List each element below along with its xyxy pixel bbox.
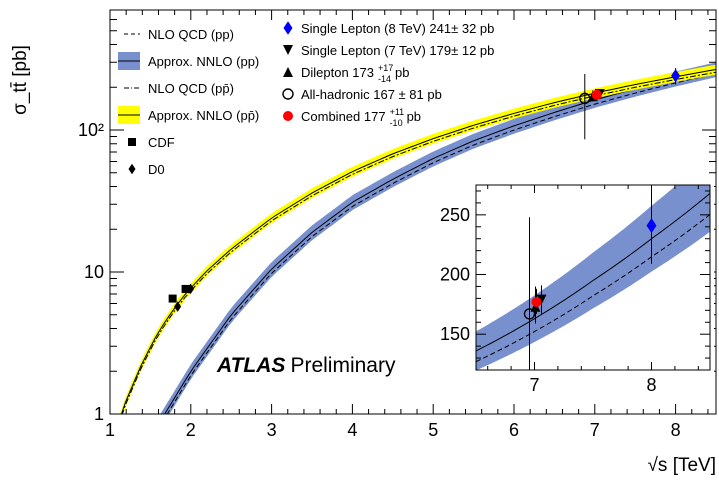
main-frame	[109, 9, 717, 415]
legend-unc-up: +11	[390, 107, 405, 117]
legend-marker	[128, 138, 136, 146]
nlo-ppbar-dashdot-line	[121, 71, 716, 414]
legend-theory: NLO QCD (pp) Approx. NNLO (pp) NLO QCD (pp…	[118, 27, 259, 177]
legend-unit: pb	[407, 109, 421, 124]
inset-frame	[475, 184, 711, 371]
inset-x-tick-label: 7	[529, 375, 539, 395]
legend-unc-down: -14	[378, 74, 391, 84]
legend-left-label: Approx. NNLO (pp)	[148, 54, 259, 69]
inset-single-lepton-7-tev-point	[536, 294, 547, 305]
single-lepton-8-tev-point	[671, 69, 681, 83]
legend-right-label: Single Lepton (8 TeV) 241± 32 pb	[301, 21, 494, 36]
legend-right-label: Dilepton 173	[301, 65, 374, 80]
inset-nlo-line	[476, 214, 710, 363]
inset-central-line	[476, 192, 710, 352]
nnlo-ppbar-band	[119, 64, 716, 414]
legend-left-label: Approx. NNLO (pp̄)	[148, 108, 259, 123]
d0-point	[174, 301, 182, 312]
x-axis-label: √s [TeV]	[647, 455, 716, 476]
legend-left-entry: Approx. NNLO (pp)	[118, 52, 259, 70]
inset-combined-point	[531, 296, 542, 307]
x-tick-label: 5	[428, 420, 438, 440]
atlas-bold-text: ATLAS	[216, 354, 285, 377]
legend-marker	[283, 111, 293, 121]
legend-measurements: Single Lepton (8 TeV) 241± 32 pb Single L…	[282, 21, 494, 128]
y-tick-label: 10²	[78, 120, 104, 140]
legend-right-label: All-hadronic 167 ± 81 pb	[301, 87, 442, 102]
legend-unc-down: -10	[390, 118, 403, 128]
inset-y-tick-label: 150	[440, 324, 470, 344]
legend-right-label: Combined 177	[301, 109, 386, 124]
x-tick-label: 7	[590, 420, 600, 440]
legend-left-entry: NLO QCD (pp)	[124, 27, 234, 42]
nnlo-ppbar-central-line	[120, 68, 716, 414]
inset-plot: 7 8 150 200 250	[424, 175, 714, 395]
inset-points	[523, 187, 657, 370]
x-tick-label: 3	[267, 420, 277, 440]
x-tick-label: 8	[671, 420, 681, 440]
legend-right-entry: All-hadronic 167 ± 81 pb	[282, 87, 442, 102]
legend-right-entry: Single Lepton (7 TeV) 179± 12 pb	[283, 43, 494, 58]
data-points	[168, 68, 681, 312]
legend-marker	[283, 67, 293, 77]
legend-right-entry: Single Lepton (8 TeV) 241± 32 pb	[283, 21, 494, 36]
d0-point	[187, 283, 195, 295]
legend-left-label: D0	[148, 162, 165, 177]
inset-all-hadronic-point	[523, 308, 536, 320]
x-tick-label: 4	[347, 420, 357, 440]
x-tick-label: 2	[186, 420, 196, 440]
theory-bands	[119, 62, 716, 414]
legend-unit: pb	[395, 65, 409, 80]
legend-left-label: NLO QCD (pp)	[148, 27, 234, 42]
atlas-label: ATLAS Preliminary	[216, 354, 396, 377]
legend-right-label: Single Lepton (7 TeV) 179± 12 pb	[301, 43, 494, 58]
nlo-pp-dashed-line	[166, 72, 716, 414]
y-tick-label: 10	[84, 262, 104, 282]
legend-left-entry: D0	[128, 162, 165, 177]
legend-marker	[282, 88, 294, 100]
inset-axis-ticks: 7 8 150 200 250	[440, 185, 710, 395]
combined-point	[591, 89, 602, 100]
inset-single-lepton-8-tev-point	[646, 218, 657, 234]
inset-y-tick-label: 200	[440, 265, 470, 285]
x-tick-label: 6	[509, 420, 519, 440]
legend-left-entry: NLO QCD (pp̄)	[124, 81, 234, 96]
legend-marker	[283, 45, 293, 55]
preliminary-text: Preliminary	[290, 354, 396, 377]
x-tick-label: 1	[105, 420, 115, 440]
legend-unc-up: +17	[378, 63, 393, 73]
all-hadronic-point	[579, 92, 591, 105]
cdf-point	[168, 294, 177, 303]
y-axis-label: σ_tt̄ [pb]	[10, 45, 31, 115]
legend-marker	[128, 163, 136, 175]
legend-left-label: CDF	[148, 135, 175, 150]
inset-y-tick-label: 250	[440, 205, 470, 225]
legend-left-entry: CDF	[128, 135, 175, 150]
legend-left-label: NLO QCD (pp̄)	[148, 81, 234, 96]
legend-left-entry: Approx. NNLO (pp̄)	[118, 106, 259, 124]
inset-x-tick-label: 8	[646, 375, 656, 395]
y-tick-label: 1	[94, 404, 104, 424]
cdf-point	[181, 284, 190, 293]
legend-marker	[283, 21, 293, 35]
legend-right-entry: Combined 177 +11-10 pb	[283, 107, 421, 128]
legend-right-entry: Dilepton 173 +17-14 pb	[283, 63, 409, 84]
